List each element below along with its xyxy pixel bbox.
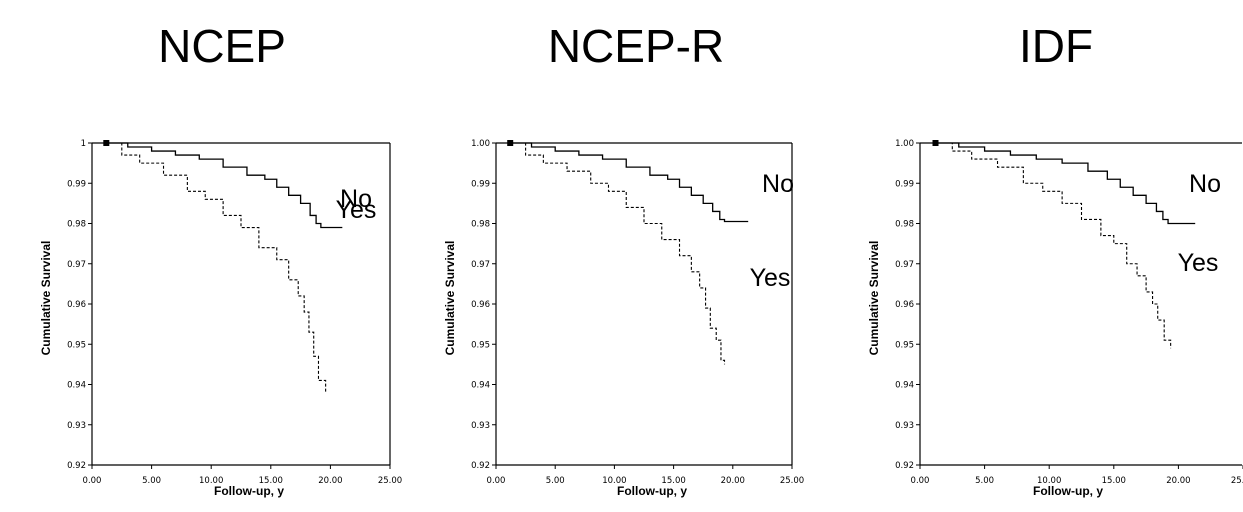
series-line-no: [106, 142, 343, 229]
series-line-no: [935, 142, 1196, 225]
y-tick-label: 0.96: [67, 300, 86, 310]
x-tick-label: 5.00: [546, 476, 565, 486]
y-tick-label: 0.94: [67, 381, 86, 391]
start-marker: [932, 140, 939, 146]
series-label-yes: Yes: [1178, 249, 1219, 277]
y-tick-label: 0.98: [895, 220, 914, 230]
y-axis-label: Cumulative Survival: [867, 241, 881, 356]
series-label-no: No: [1189, 170, 1221, 198]
y-tick-label: 0.92: [67, 461, 86, 471]
x-axis-label: Follow-up, y: [214, 484, 284, 498]
series-line-yes: [935, 142, 1172, 349]
y-tick-label: 0.98: [471, 220, 490, 230]
y-tick-label: 0.99: [471, 179, 490, 189]
y-tick-label: 0.97: [895, 260, 914, 270]
y-tick-label: 0.94: [895, 381, 914, 391]
x-tick-label: 0.00: [911, 476, 930, 486]
chart-title: NCEP: [158, 20, 286, 72]
y-tick-label: 1.00: [895, 139, 914, 149]
y-tick-label: 0.99: [67, 179, 86, 189]
y-tick-label: 1.00: [471, 139, 490, 149]
y-tick-label: 1: [81, 139, 86, 149]
y-tick-label: 0.97: [471, 260, 490, 270]
y-tick-label: 0.93: [895, 421, 914, 431]
start-marker: [103, 140, 110, 146]
y-tick-label: 0.94: [471, 381, 490, 391]
series-line-yes: [510, 142, 726, 365]
x-tick-label: 5.00: [975, 476, 994, 486]
x-axis-label: Follow-up, y: [1033, 484, 1103, 498]
series-label-no: No: [340, 185, 372, 213]
y-axis-label: Cumulative Survival: [443, 241, 457, 356]
y-tick-label: 0.98: [67, 220, 86, 230]
chart-title: IDF: [1019, 20, 1093, 72]
y-tick-label: 0.96: [471, 300, 490, 310]
chart-title: NCEP-R: [548, 20, 724, 72]
x-tick-label: 0.00: [83, 476, 102, 486]
x-tick-label: 15.00: [1102, 476, 1126, 486]
series-line-yes: [106, 142, 327, 393]
series-line-no: [510, 142, 749, 223]
series-label-yes: Yes: [750, 264, 791, 292]
y-axis-label: Cumulative Survival: [39, 241, 53, 356]
x-tick-label: 5.00: [142, 476, 161, 486]
y-tick-label: 0.92: [895, 461, 914, 471]
y-tick-label: 0.97: [67, 260, 86, 270]
x-tick-label: 10.00: [199, 476, 223, 486]
x-tick-label: 25.00: [780, 476, 804, 486]
x-tick-label: 20.00: [318, 476, 342, 486]
x-tick-label: 25.00: [378, 476, 402, 486]
x-tick-label: 20.00: [721, 476, 745, 486]
x-tick-label: 10.00: [602, 476, 626, 486]
start-marker: [507, 140, 514, 146]
x-tick-label: 25.00: [1231, 476, 1243, 486]
x-tick-label: 15.00: [259, 476, 283, 486]
y-tick-label: 0.96: [895, 300, 914, 310]
y-tick-label: 0.92: [471, 461, 490, 471]
x-tick-label: 10.00: [1037, 476, 1061, 486]
x-axis-label: Follow-up, y: [617, 484, 687, 498]
y-tick-label: 0.95: [895, 340, 914, 350]
series-label-yes: Yes: [336, 196, 377, 224]
series-label-no: No: [762, 170, 794, 198]
x-tick-label: 0.00: [487, 476, 506, 486]
x-tick-label: 15.00: [661, 476, 685, 486]
y-tick-label: 0.95: [67, 340, 86, 350]
y-tick-label: 0.95: [471, 340, 490, 350]
x-tick-label: 20.00: [1166, 476, 1190, 486]
y-tick-label: 0.93: [67, 421, 86, 431]
y-tick-label: 0.99: [895, 179, 914, 189]
y-tick-label: 0.93: [471, 421, 490, 431]
